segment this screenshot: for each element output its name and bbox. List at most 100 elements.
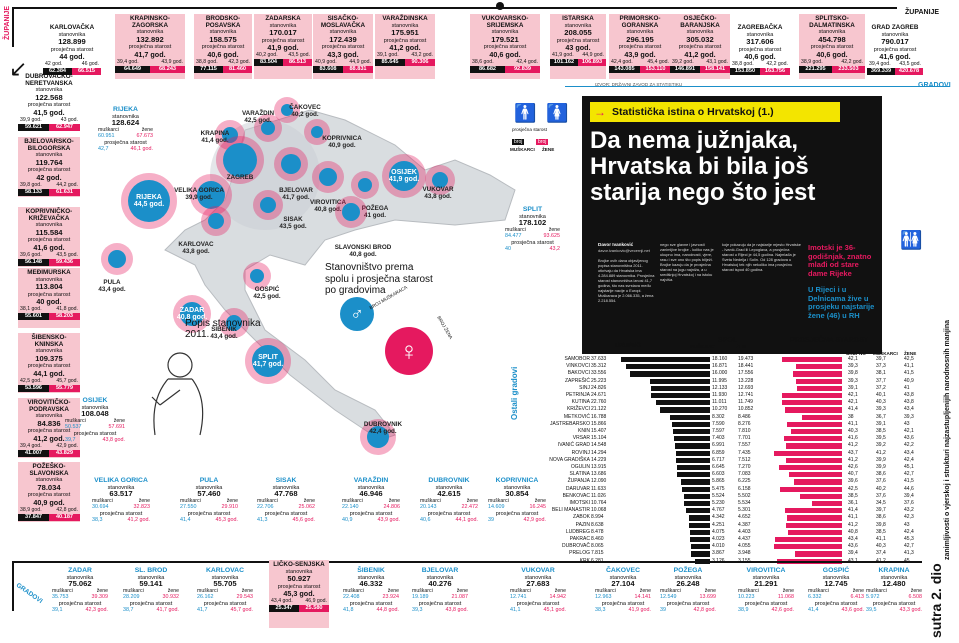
- city-name: SISAK: [275, 477, 297, 484]
- city-ages: 41,8 44,8 god.: [343, 607, 399, 614]
- city-male-count: 22.408: [343, 594, 360, 600]
- city-name: ŠIBENIK: [357, 567, 385, 574]
- map-bubble-inside-label: SPLIT 41,7 god.: [245, 353, 291, 369]
- tbl-age-male: 41,2: [876, 449, 886, 456]
- city-population: 27.683: [526, 579, 550, 588]
- tbl-ukupno-bar: [676, 450, 710, 456]
- city-zene-label: žene: [910, 587, 922, 594]
- tbl-age: 42,1: [848, 392, 858, 398]
- tbl-age-female: 42,2: [904, 442, 914, 449]
- county-female-age: 42,2 god.: [766, 60, 788, 67]
- map-bubble-label: VUKOVAR 43,8 god.: [408, 186, 468, 200]
- city-prosjecna-label: prosječna starost: [601, 600, 645, 607]
- county-male-count: 56.148: [18, 258, 49, 266]
- city-muskarci-label: muškarci: [488, 497, 509, 504]
- tbl-age: 43,1: [848, 558, 866, 565]
- county-count-bar: 55.601 58.203: [18, 313, 80, 321]
- tbl-city: PAZIN: [575, 521, 590, 528]
- county-prosjecna-label: prosječna starost: [618, 44, 662, 51]
- tbl-age: 42,1: [848, 356, 858, 362]
- county-count-bar: 153.850 163.756: [730, 68, 790, 76]
- city-muskarci-label: muškarci: [257, 497, 278, 504]
- tbl-male: 6.859: [712, 449, 725, 456]
- county-left-0: DUBROVAČKO-NERETVANSKA stanovnika 122.568 p…: [18, 72, 80, 132]
- tbl-city: KNIN: [578, 428, 590, 434]
- county-age: 40,9 god.: [33, 497, 65, 507]
- couple-icon: 🚻: [900, 230, 923, 250]
- county-age: 43,9 god.: [624, 49, 656, 59]
- tbl-age-bar: [786, 515, 842, 521]
- bubble-city: SPLIT: [258, 353, 278, 361]
- tbl-age-male: 37,3: [876, 363, 886, 370]
- county-female-age: 45,7 god.: [56, 377, 78, 384]
- city-stanovnika-label: stanovnika: [357, 574, 385, 581]
- county-age-row: 39,2 god. 43,1 god.: [672, 59, 728, 65]
- county-male-count: 64.649: [115, 65, 150, 73]
- city-prosjecna-label: prosječna starost: [744, 600, 788, 607]
- bubble-city: PULA: [103, 279, 121, 286]
- county-name: VUKOVARSKO-SRIJEMSKA: [481, 15, 529, 29]
- left-rule: [12, 7, 14, 47]
- county-female-age: 42,2 god.: [841, 58, 863, 65]
- city-muskarci-label: muškarci: [505, 226, 526, 233]
- city-ages: 40,9 43,9 god.: [342, 517, 400, 524]
- tbl-city: BENKOVAC: [562, 492, 590, 499]
- bubble-city: ZADAR: [179, 306, 205, 314]
- city-box: DUBROVNIK stanovnika 42.615 muškarci žene 20.…: [420, 477, 478, 524]
- county-age: 45,3 god.: [283, 588, 315, 598]
- city-female-count: 6.508: [908, 594, 923, 600]
- city-stanovnika-label: stanovnika: [272, 484, 300, 491]
- bubble-city: DUBROVNIK: [363, 421, 403, 428]
- map-bubble: [358, 178, 372, 192]
- city-female-age: 42,8 god.: [693, 607, 716, 613]
- county-count-bar: 143.085 153.110: [609, 65, 671, 73]
- bubble-city: VARAŽDIN: [241, 110, 275, 117]
- tbl-male: 11.930: [712, 392, 727, 398]
- county-stanovnika-label: stanovnika: [686, 29, 714, 36]
- county-prosjecna-label: prosječna starost: [810, 44, 854, 51]
- city-name: BJELOVAR: [421, 567, 459, 574]
- county-male-count: 37.847: [18, 513, 49, 521]
- county-age: 40,6 god.: [744, 51, 776, 61]
- city-gender-labels: muškarci žene: [180, 498, 238, 505]
- county-population: 172.439: [329, 34, 357, 44]
- county-male-count: 58.133: [18, 188, 49, 196]
- county-left-1: BJELOVARSKO-BILOGORSKA stanovnika 119.764 p…: [18, 137, 80, 197]
- county-age-row: 38,1 god. 41,8 god.: [20, 306, 78, 312]
- tbl-male: 3.867: [712, 550, 725, 557]
- county-female-count: 68.243: [150, 65, 185, 73]
- county-female-age: 42,9 god.: [56, 442, 78, 449]
- county-stanovnika-label: stanovnika: [564, 22, 592, 29]
- city-ages: 38,3 41,9 god.: [595, 607, 651, 614]
- tbl-age-bar: [796, 385, 842, 391]
- city-zene-label: žene: [388, 497, 400, 504]
- tbl-age-male: 39,2: [876, 442, 886, 449]
- gradovi-label-right: GRADOVI: [918, 82, 951, 89]
- tbl-age-bar: [802, 414, 842, 420]
- tbl-age: 41,1: [848, 420, 858, 427]
- tbl-female: 6.225: [738, 478, 751, 485]
- county-count-bar: 221.295 233.503: [799, 65, 865, 73]
- city-name: SPLIT: [522, 206, 543, 213]
- county-female-count: 153.110: [640, 65, 671, 73]
- city-counts: 12.549 13.699: [660, 594, 716, 601]
- county-male-count: 62.384: [43, 68, 72, 76]
- county-population: 790.017: [881, 37, 909, 46]
- city-male-count: 84.477: [505, 233, 522, 239]
- county-12: GRAD ZAGREB stanovnika 790.017 prosječna st…: [867, 23, 923, 79]
- map-bubble: [281, 104, 293, 116]
- city-stanovnika-label: stanovnika: [519, 213, 546, 220]
- tbl-female: 7.810: [738, 428, 751, 434]
- city-male-count: 30.694: [92, 504, 109, 510]
- tbl-age-bar: [785, 407, 842, 413]
- city-male-count: 19.189: [412, 594, 429, 600]
- county-count-bar: 41.007 43.829: [18, 449, 80, 457]
- tbl-female: 4.403: [738, 528, 751, 535]
- city-gender-labels: muškarci žene: [342, 498, 400, 505]
- city-zene-label: žene: [226, 497, 238, 504]
- city-muskarci-label: muškarci: [660, 587, 681, 594]
- county-10: ZAGREBAČKA stanovnika 317.606 prosječna sta…: [730, 23, 790, 79]
- city-name: DUBROVNIK: [428, 477, 470, 484]
- tbl-age-bar: [774, 544, 842, 550]
- county-count-bar: 369.339 420.678: [867, 68, 923, 76]
